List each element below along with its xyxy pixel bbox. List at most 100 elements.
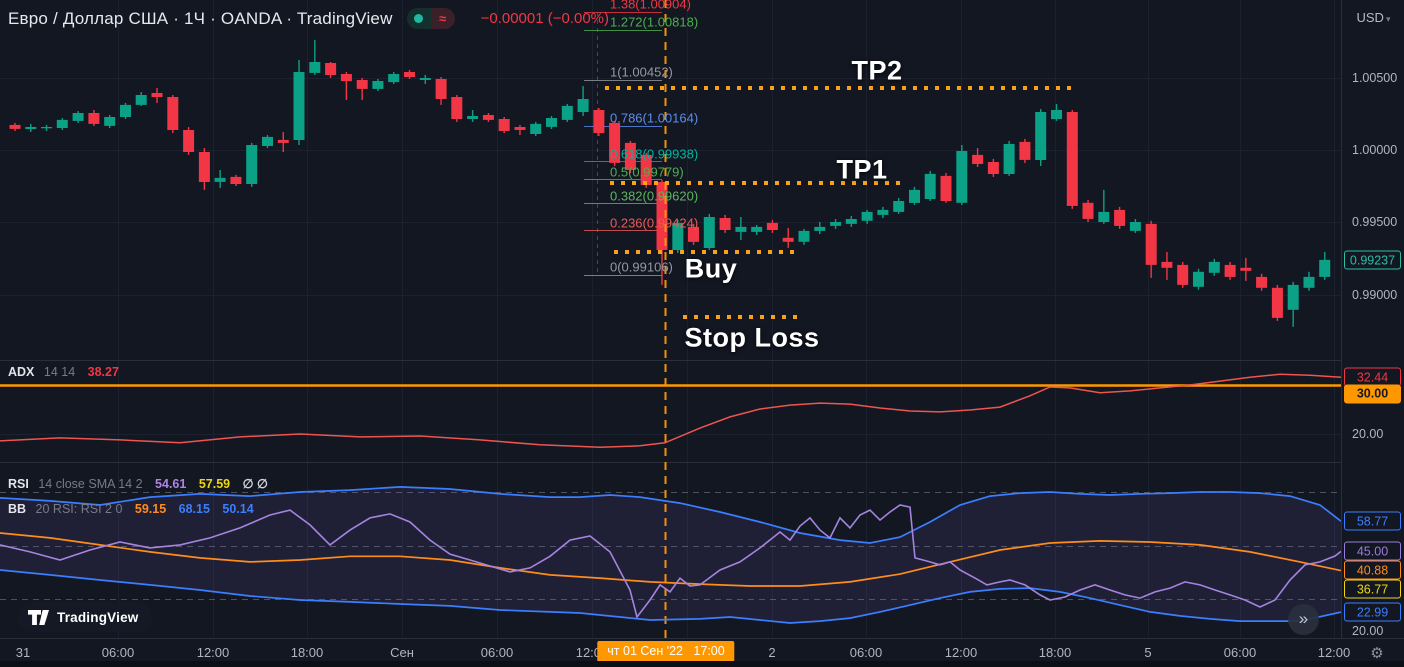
bb-upper-line (0, 486, 1341, 544)
candle (546, 116, 557, 129)
candle (940, 172, 952, 203)
bottom-edge (0, 661, 1404, 667)
candle (656, 180, 668, 285)
candle (325, 62, 337, 78)
candle (1035, 109, 1047, 166)
tradingview-logo[interactable]: TradingView (18, 602, 153, 632)
rsi-sma-value: 57.59 (198, 477, 231, 491)
price-axis-label: 20.00 (1352, 624, 1384, 638)
candle (151, 87, 163, 103)
trade-label-buy: Buy (684, 253, 738, 284)
candle (1271, 284, 1283, 321)
bb-name: BB (8, 502, 27, 516)
price-axis[interactable]: USD ▾ 1.00500 1.00000 0.99500 0.99000 20.00 20… (1341, 0, 1404, 667)
candle (404, 69, 415, 79)
time-axis-label: 18:00 (1038, 645, 1072, 660)
time-axis-label: 18:00 (290, 645, 324, 660)
chart-canvas[interactable] (0, 0, 1341, 638)
time-axis-label: 12:00 (1317, 645, 1351, 660)
fib-level-label: 1.38(1.00904) (610, 0, 691, 12)
axis-value-badge: 0.99237 (1344, 250, 1401, 270)
candle (293, 60, 305, 145)
trade-label-tp2: TP2 (851, 55, 903, 86)
candle (845, 216, 857, 227)
bb-params: 20 RSI: RSI 2 0 (35, 502, 123, 516)
candle (1319, 252, 1331, 280)
rsi-name: RSI (8, 477, 29, 491)
bb-legend[interactable]: BB 20 RSI: RSI 2 0 59.15 68.15 50.14 (8, 502, 254, 516)
candle (814, 222, 826, 234)
candle (388, 72, 400, 84)
fib-level-label: 0.382(0.99620) (610, 188, 699, 204)
price-axis-label: 0.99500 (1352, 215, 1398, 229)
candle (1193, 268, 1204, 290)
axis-value-badge: 58.77 (1344, 511, 1401, 531)
candle (530, 121, 542, 136)
bb-fill (0, 486, 1341, 623)
market-status-pill[interactable]: ≈ (406, 8, 455, 29)
candle (135, 92, 147, 106)
candle (593, 108, 605, 136)
time-axis-label: 12:00 (196, 645, 230, 660)
candle (1129, 219, 1141, 233)
candle (104, 115, 116, 128)
tradingview-logo-icon (28, 609, 49, 625)
candle (262, 135, 273, 148)
adx-name: ADX (8, 365, 35, 379)
candle (972, 148, 984, 167)
candle (703, 213, 715, 250)
candle (1066, 110, 1078, 209)
axis-value-badge: 45.00 (1344, 541, 1401, 561)
candle (1177, 261, 1189, 288)
axis-value-badge: 36.77 (1344, 579, 1401, 599)
price-axis-label: 1.00000 (1352, 143, 1398, 157)
symbol-title[interactable]: Евро / Доллар США · 1Ч · OANDA · Trading… (8, 8, 393, 28)
candle (246, 142, 258, 187)
fib-level-label: 0.236(0.99424) (610, 215, 699, 231)
candle (751, 224, 763, 235)
bb-basis-line (0, 532, 1341, 587)
candle (356, 78, 368, 100)
candle (1003, 140, 1015, 176)
candle (88, 110, 100, 126)
rsi-legend[interactable]: RSI 14 close SMA 14 2 54.61 57.59 ∅ ∅ (8, 476, 268, 491)
candle (624, 140, 636, 173)
price-axis-label: 0.99000 (1352, 288, 1398, 302)
time-axis-label: 06:00 (480, 645, 514, 660)
currency-selector[interactable]: USD ▾ (1342, 10, 1404, 25)
fib-level-label: 0.786(1.00164) (610, 110, 699, 126)
candle (419, 75, 431, 84)
candle (451, 95, 463, 122)
candle (909, 186, 920, 205)
delayed-data-icon: ≈ (430, 8, 455, 29)
chart-header: Евро / Доллар США · 1Ч · OANDA · Trading… (8, 8, 609, 29)
candle (1051, 103, 1062, 121)
adx-legend[interactable]: ADX 14 14 38.27 (8, 365, 119, 379)
time-axis-label: 31 (15, 645, 31, 660)
candle (877, 206, 889, 218)
adx-value: 38.27 (87, 365, 119, 379)
tradingview-logo-text: TradingView (57, 609, 139, 625)
candle (309, 40, 321, 75)
rsi-empty-flags: ∅ ∅ (242, 477, 268, 491)
price-axis-label: 20.00 (1352, 427, 1384, 441)
candle (435, 77, 447, 105)
fib-level-label: 0.618(0.99938) (610, 146, 699, 162)
currency-label: USD (1356, 10, 1384, 25)
candle (372, 79, 384, 91)
rsi-params: 14 close SMA 14 2 (38, 477, 143, 491)
candle (1303, 271, 1315, 291)
candle (41, 124, 53, 131)
fib-level-label: 1.272(1.00818) (610, 14, 699, 30)
fib-level-label: 1(1.00452) (610, 64, 673, 80)
time-axis-label: 2 (768, 645, 776, 660)
candle (798, 228, 810, 245)
candle (230, 174, 242, 186)
candle (1145, 220, 1157, 278)
gear-icon[interactable]: ⚙ (1370, 645, 1384, 662)
candle (861, 209, 873, 224)
candle (1240, 257, 1252, 281)
candle (672, 220, 684, 253)
expand-panel-button[interactable]: » (1288, 604, 1319, 635)
